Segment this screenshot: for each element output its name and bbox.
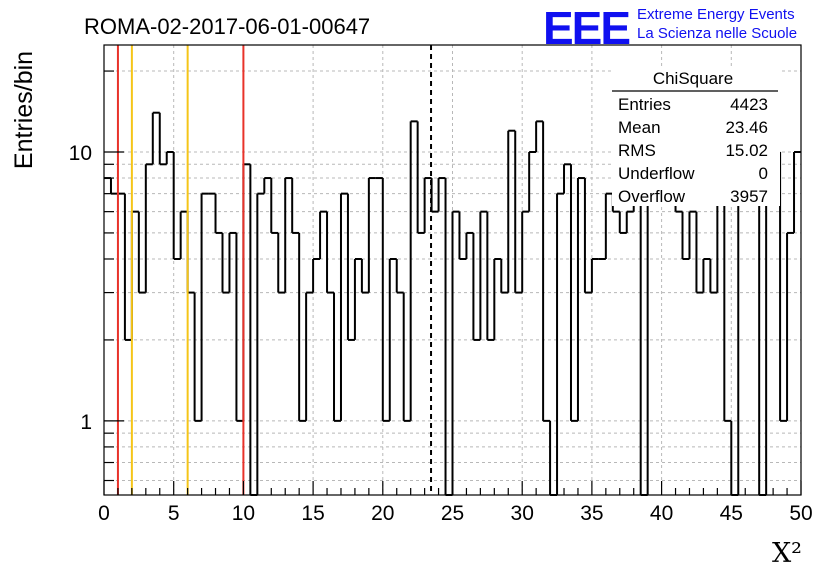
- x-tick-label: 25: [441, 502, 464, 525]
- stats-title: ChiSquare: [653, 69, 733, 88]
- stats-value-underflow: 0: [759, 164, 768, 183]
- y-tick-label: 10: [69, 142, 92, 165]
- logo-line-2: La Scienza nelle Scuole: [637, 25, 797, 42]
- stats-value-overflow: 3957: [730, 187, 768, 206]
- logo-mark: EEE: [543, 2, 629, 54]
- stats-label-entries: Entries: [618, 95, 671, 114]
- logo-line-1: Extreme Energy Events: [637, 6, 795, 23]
- chart-title: ROMA-02-2017-06-01-00647: [84, 14, 370, 39]
- ticks-layer: [103, 70, 802, 495]
- x-tick-label: 45: [720, 502, 743, 525]
- x-axis-label: X²: [772, 538, 802, 569]
- reference-lines-layer: [116, 45, 433, 495]
- stats-value-mean: 23.46: [725, 118, 768, 137]
- x-tick-label: 50: [789, 502, 812, 525]
- x-tick-label: 15: [301, 502, 324, 525]
- x-tick-labels: 0 5 10 15 20 25 30 35 40 45 50: [98, 502, 813, 525]
- x-tick-label: 5: [168, 502, 180, 525]
- stats-box-background: [612, 66, 780, 206]
- x-tick-label: 0: [98, 502, 110, 525]
- eee-logo: EEE Extreme Energy Events La Scienza nel…: [543, 2, 797, 54]
- stats-value-rms: 15.02: [725, 141, 768, 160]
- stats-label-rms: RMS: [618, 141, 656, 160]
- y-axis-label: Entries/bin: [10, 51, 38, 169]
- x-tick-label: 10: [232, 502, 255, 525]
- stats-value-entries: 4423: [730, 95, 768, 114]
- stats-label-underflow: Underflow: [618, 164, 695, 183]
- y-tick-labels: 1 10: [69, 142, 92, 434]
- x-tick-label: 35: [580, 502, 603, 525]
- stats-box: ChiSquare Entries 4423 Mean 23.46 RMS 15…: [612, 66, 780, 206]
- x-tick-label: 30: [511, 502, 534, 525]
- y-tick-label: 1: [80, 411, 92, 434]
- x-tick-label: 20: [371, 502, 394, 525]
- stats-label-mean: Mean: [618, 118, 661, 137]
- x-tick-label: 40: [650, 502, 673, 525]
- stats-label-overflow: Overflow: [618, 187, 686, 206]
